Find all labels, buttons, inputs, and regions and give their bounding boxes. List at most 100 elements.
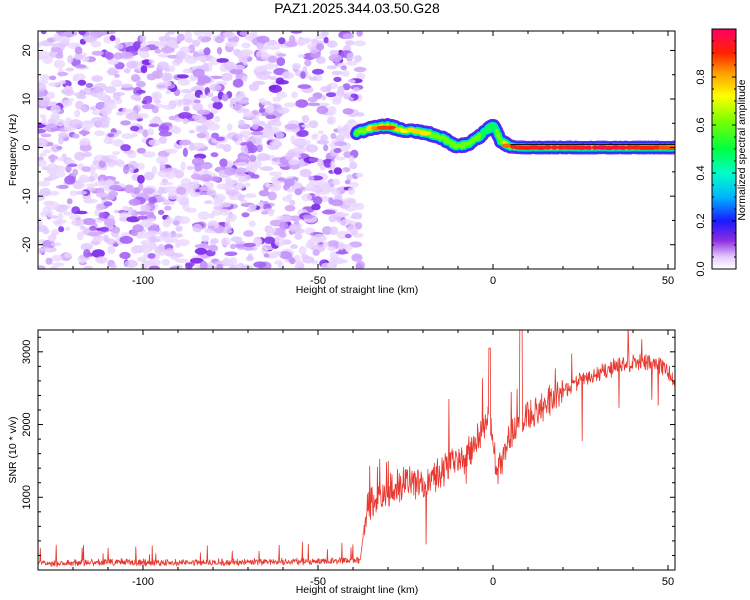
noise-speck [182,68,193,74]
noise-speck [293,147,299,154]
noise-speck [289,257,296,265]
noise-speck [200,163,213,169]
noise-speck [188,129,196,134]
noise-speck [205,264,217,269]
noise-speck [52,220,62,225]
noise-speck [103,98,111,103]
noise-speck [189,257,204,264]
noise-speck [208,225,216,230]
noise-speck [114,43,124,50]
noise-speck [260,166,274,172]
noise-speck [342,83,351,91]
noise-speck [194,247,207,255]
noise-speck [39,187,51,197]
noise-speck [136,80,146,88]
noise-speck [51,254,64,262]
noise-speck [294,188,303,196]
noise-speck [45,201,60,211]
noise-speck [146,64,155,69]
noise-speck [246,207,257,213]
noise-speck [130,229,138,237]
noise-speck [131,245,140,254]
x-tick-label: -100 [132,275,154,287]
noise-speck [92,160,100,165]
noise-speck [315,34,325,40]
noise-speck [165,89,171,95]
noise-speck [174,258,189,263]
noise-speck [46,210,54,218]
noise-speck [254,65,267,73]
noise-speck [114,73,120,78]
noise-speck [158,131,173,137]
noise-speck [158,135,168,144]
noise-speck [211,132,220,139]
noise-speck [333,167,342,175]
noise-speck [103,31,117,35]
noise-speck [109,184,123,191]
noise-speck [103,218,116,227]
noise-speck [248,220,256,228]
noise-speck [331,188,341,196]
noise-speck [142,151,156,158]
noise-speck [215,144,225,149]
noise-speck [85,183,98,188]
noise-speck [79,89,85,99]
noise-speck [230,236,243,243]
noise-speck [182,118,189,125]
noise-speck [225,41,238,48]
noise-speck [279,251,293,260]
noise-speck [321,102,330,107]
noise-speck [190,192,201,197]
noise-speck [232,78,244,88]
noise-speck [258,97,266,104]
noise-speck [227,160,234,168]
noise-speck [152,252,166,256]
noise-speck [165,170,176,179]
noise-speck [157,209,165,215]
noise-speck [316,43,325,51]
noise-speck [130,94,141,101]
noise-speck [119,235,134,244]
noise-speck [126,60,137,69]
noise-speck [142,129,149,138]
noise-speck [251,174,260,179]
colorbar-tick-label: 0.8 [695,69,707,84]
noise-speck [72,168,79,177]
noise-speck [154,48,162,54]
x-tick-label: -100 [132,576,154,588]
noise-speck [136,215,148,220]
noise-speck [50,115,60,121]
noise-speck [284,204,296,212]
noise-speck [351,253,363,262]
noise-speck [102,176,117,182]
noise-speck [288,158,300,166]
noise-speck [46,163,58,173]
noise-speck [120,120,131,126]
noise-speck [95,119,110,128]
noise-speck [331,70,343,76]
noise-speck [156,155,169,165]
ridge-peak [501,143,512,148]
noise-speck [284,123,298,130]
noise-speck [298,158,305,168]
noise-speck [69,190,79,196]
noise-speck [190,87,198,92]
x-tick-label: -50 [310,275,326,287]
noise-speck [196,132,206,139]
noise-speck [138,183,144,191]
noise-speck [127,167,134,174]
noise-speck [312,133,319,138]
noise-speck [278,37,286,45]
noise-speck [256,35,270,44]
noise-speck [38,41,43,48]
colorbar-gradient [711,28,737,270]
noise-speck [130,74,141,82]
noise-speck [222,144,232,152]
noise-speck [346,174,353,181]
noise-speck [72,75,79,82]
noise-speck [82,218,96,226]
noise-speck [49,154,56,163]
noise-speck [323,144,329,152]
noise-speck [288,35,296,45]
noise-speck [83,198,94,204]
